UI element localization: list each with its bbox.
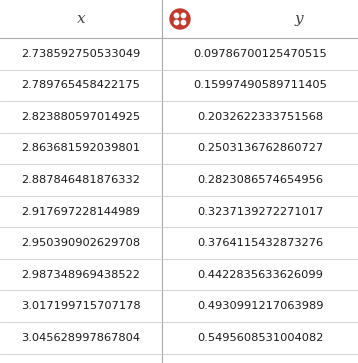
Text: 2.950390902629708: 2.950390902629708 — [21, 238, 141, 248]
Text: y: y — [295, 12, 303, 26]
Circle shape — [181, 20, 186, 25]
Text: 2.823880597014925: 2.823880597014925 — [21, 112, 141, 122]
Text: 0.2823086574654956: 0.2823086574654956 — [197, 175, 323, 185]
Text: 0.3237139272271017: 0.3237139272271017 — [197, 207, 323, 217]
Text: 2.887846481876332: 2.887846481876332 — [21, 175, 140, 185]
Text: x: x — [77, 12, 85, 26]
Text: 0.4930991217063989: 0.4930991217063989 — [197, 301, 323, 311]
Text: 2.738592750533049: 2.738592750533049 — [21, 49, 141, 59]
Text: 3.045628997867804: 3.045628997867804 — [21, 333, 140, 343]
Text: 0.5495608531004082: 0.5495608531004082 — [197, 333, 323, 343]
Text: 0.2032622333751568: 0.2032622333751568 — [197, 112, 323, 122]
Text: 0.2503136762860727: 0.2503136762860727 — [197, 143, 323, 154]
Circle shape — [170, 9, 190, 29]
Text: 2.917697228144989: 2.917697228144989 — [21, 207, 140, 217]
Text: 2.987348969438522: 2.987348969438522 — [21, 270, 140, 280]
Circle shape — [174, 20, 179, 25]
Text: 0.09786700125470515: 0.09786700125470515 — [193, 49, 327, 59]
Text: 0.4422835633626099: 0.4422835633626099 — [197, 270, 323, 280]
Text: 3.017199715707178: 3.017199715707178 — [21, 301, 141, 311]
Circle shape — [181, 13, 186, 18]
Text: 2.863681592039801: 2.863681592039801 — [21, 143, 141, 154]
Text: 0.3764115432873276: 0.3764115432873276 — [197, 238, 323, 248]
Text: 2.789765458422175: 2.789765458422175 — [21, 80, 140, 90]
Text: 0.15997490589711405: 0.15997490589711405 — [193, 80, 327, 90]
Circle shape — [174, 13, 179, 18]
